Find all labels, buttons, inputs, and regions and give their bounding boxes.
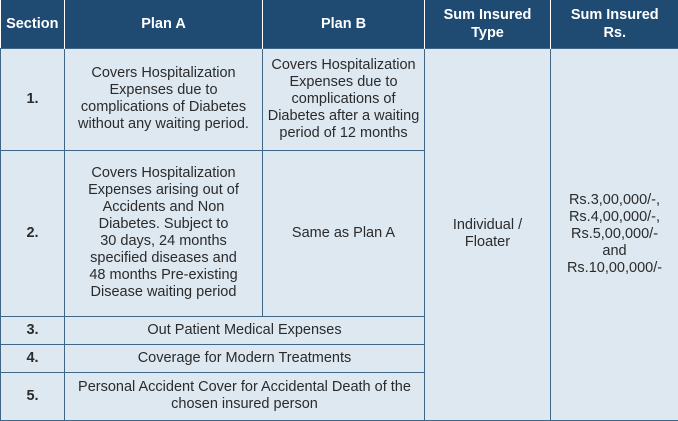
header-line: Rs. xyxy=(553,24,677,42)
header-plan-b: Plan B xyxy=(263,0,425,48)
cell-line: Diabetes after a waiting xyxy=(266,108,421,125)
cell-line: complications of xyxy=(266,91,421,108)
section-number: 4. xyxy=(1,344,65,372)
table-row: 1. Covers Hospitalization Expenses due t… xyxy=(1,48,678,150)
section-number: 3. xyxy=(1,316,65,344)
header-plan-a: Plan A xyxy=(65,0,263,48)
cell-line: Floater xyxy=(428,234,547,251)
cell-line: 30 days, 24 months xyxy=(68,233,259,250)
plan-a-cell: Covers Hospitalization Expenses arising … xyxy=(65,150,263,316)
sum-insured-amount-cell: Rs.3,00,000/-, Rs.4,00,000/-, Rs.5,00,00… xyxy=(551,48,678,420)
merged-plan-cell: Out Patient Medical Expenses xyxy=(65,316,425,344)
header-sum-insured-type: Sum Insured Type xyxy=(425,0,551,48)
cell-line: Rs.3,00,000/-, xyxy=(554,192,675,209)
cell-line: Rs.5,00,000/- xyxy=(554,226,675,243)
section-number: 1. xyxy=(1,48,65,150)
cell-line: without any waiting period. xyxy=(68,116,259,133)
header-line: Sum Insured xyxy=(553,6,677,24)
cell-line: Individual / xyxy=(428,217,547,234)
header-line: Sum Insured xyxy=(427,6,548,24)
header-row: Section Plan A Plan B Sum Insured Type S… xyxy=(1,0,678,48)
header-line: Type xyxy=(427,24,548,42)
plan-b-cell: Same as Plan A xyxy=(263,150,425,316)
cell-line: Expenses due to xyxy=(68,82,259,99)
cell-line: Covers Hospitalization xyxy=(68,165,259,182)
cell-line: Covers Hospitalization xyxy=(266,57,421,74)
cell-line: and xyxy=(554,243,675,260)
merged-plan-cell: Coverage for Modern Treatments xyxy=(65,344,425,372)
cell-line: specified diseases and xyxy=(68,250,259,267)
cell-line: chosen insured person xyxy=(68,396,421,413)
sum-insured-type-cell: Individual / Floater xyxy=(425,48,551,420)
plan-a-cell: Covers Hospitalization Expenses due to c… xyxy=(65,48,263,150)
cell-line: Covers Hospitalization xyxy=(68,65,259,82)
cell-line: Disease waiting period xyxy=(68,284,259,301)
cell-line: Diabetes. Subject to xyxy=(68,216,259,233)
merged-plan-cell: Personal Accident Cover for Accidental D… xyxy=(65,372,425,420)
cell-line: complications of Diabetes xyxy=(68,99,259,116)
cell-line: Expenses arising out of xyxy=(68,182,259,199)
cell-line: Rs.4,00,000/-, xyxy=(554,209,675,226)
header-sum-insured-rs: Sum Insured Rs. xyxy=(551,0,678,48)
cell-line: Accidents and Non xyxy=(68,199,259,216)
cell-line: period of 12 months xyxy=(266,125,421,142)
cell-line: 48 months Pre-existing xyxy=(68,267,259,284)
section-number: 5. xyxy=(1,372,65,420)
cell-line: Rs.10,00,000/- xyxy=(554,260,675,277)
plan-b-cell: Covers Hospitalization Expenses due to c… xyxy=(263,48,425,150)
cell-line: Personal Accident Cover for Accidental D… xyxy=(68,379,421,396)
cell-line: Expenses due to xyxy=(266,74,421,91)
header-section: Section xyxy=(1,0,65,48)
section-number: 2. xyxy=(1,150,65,316)
